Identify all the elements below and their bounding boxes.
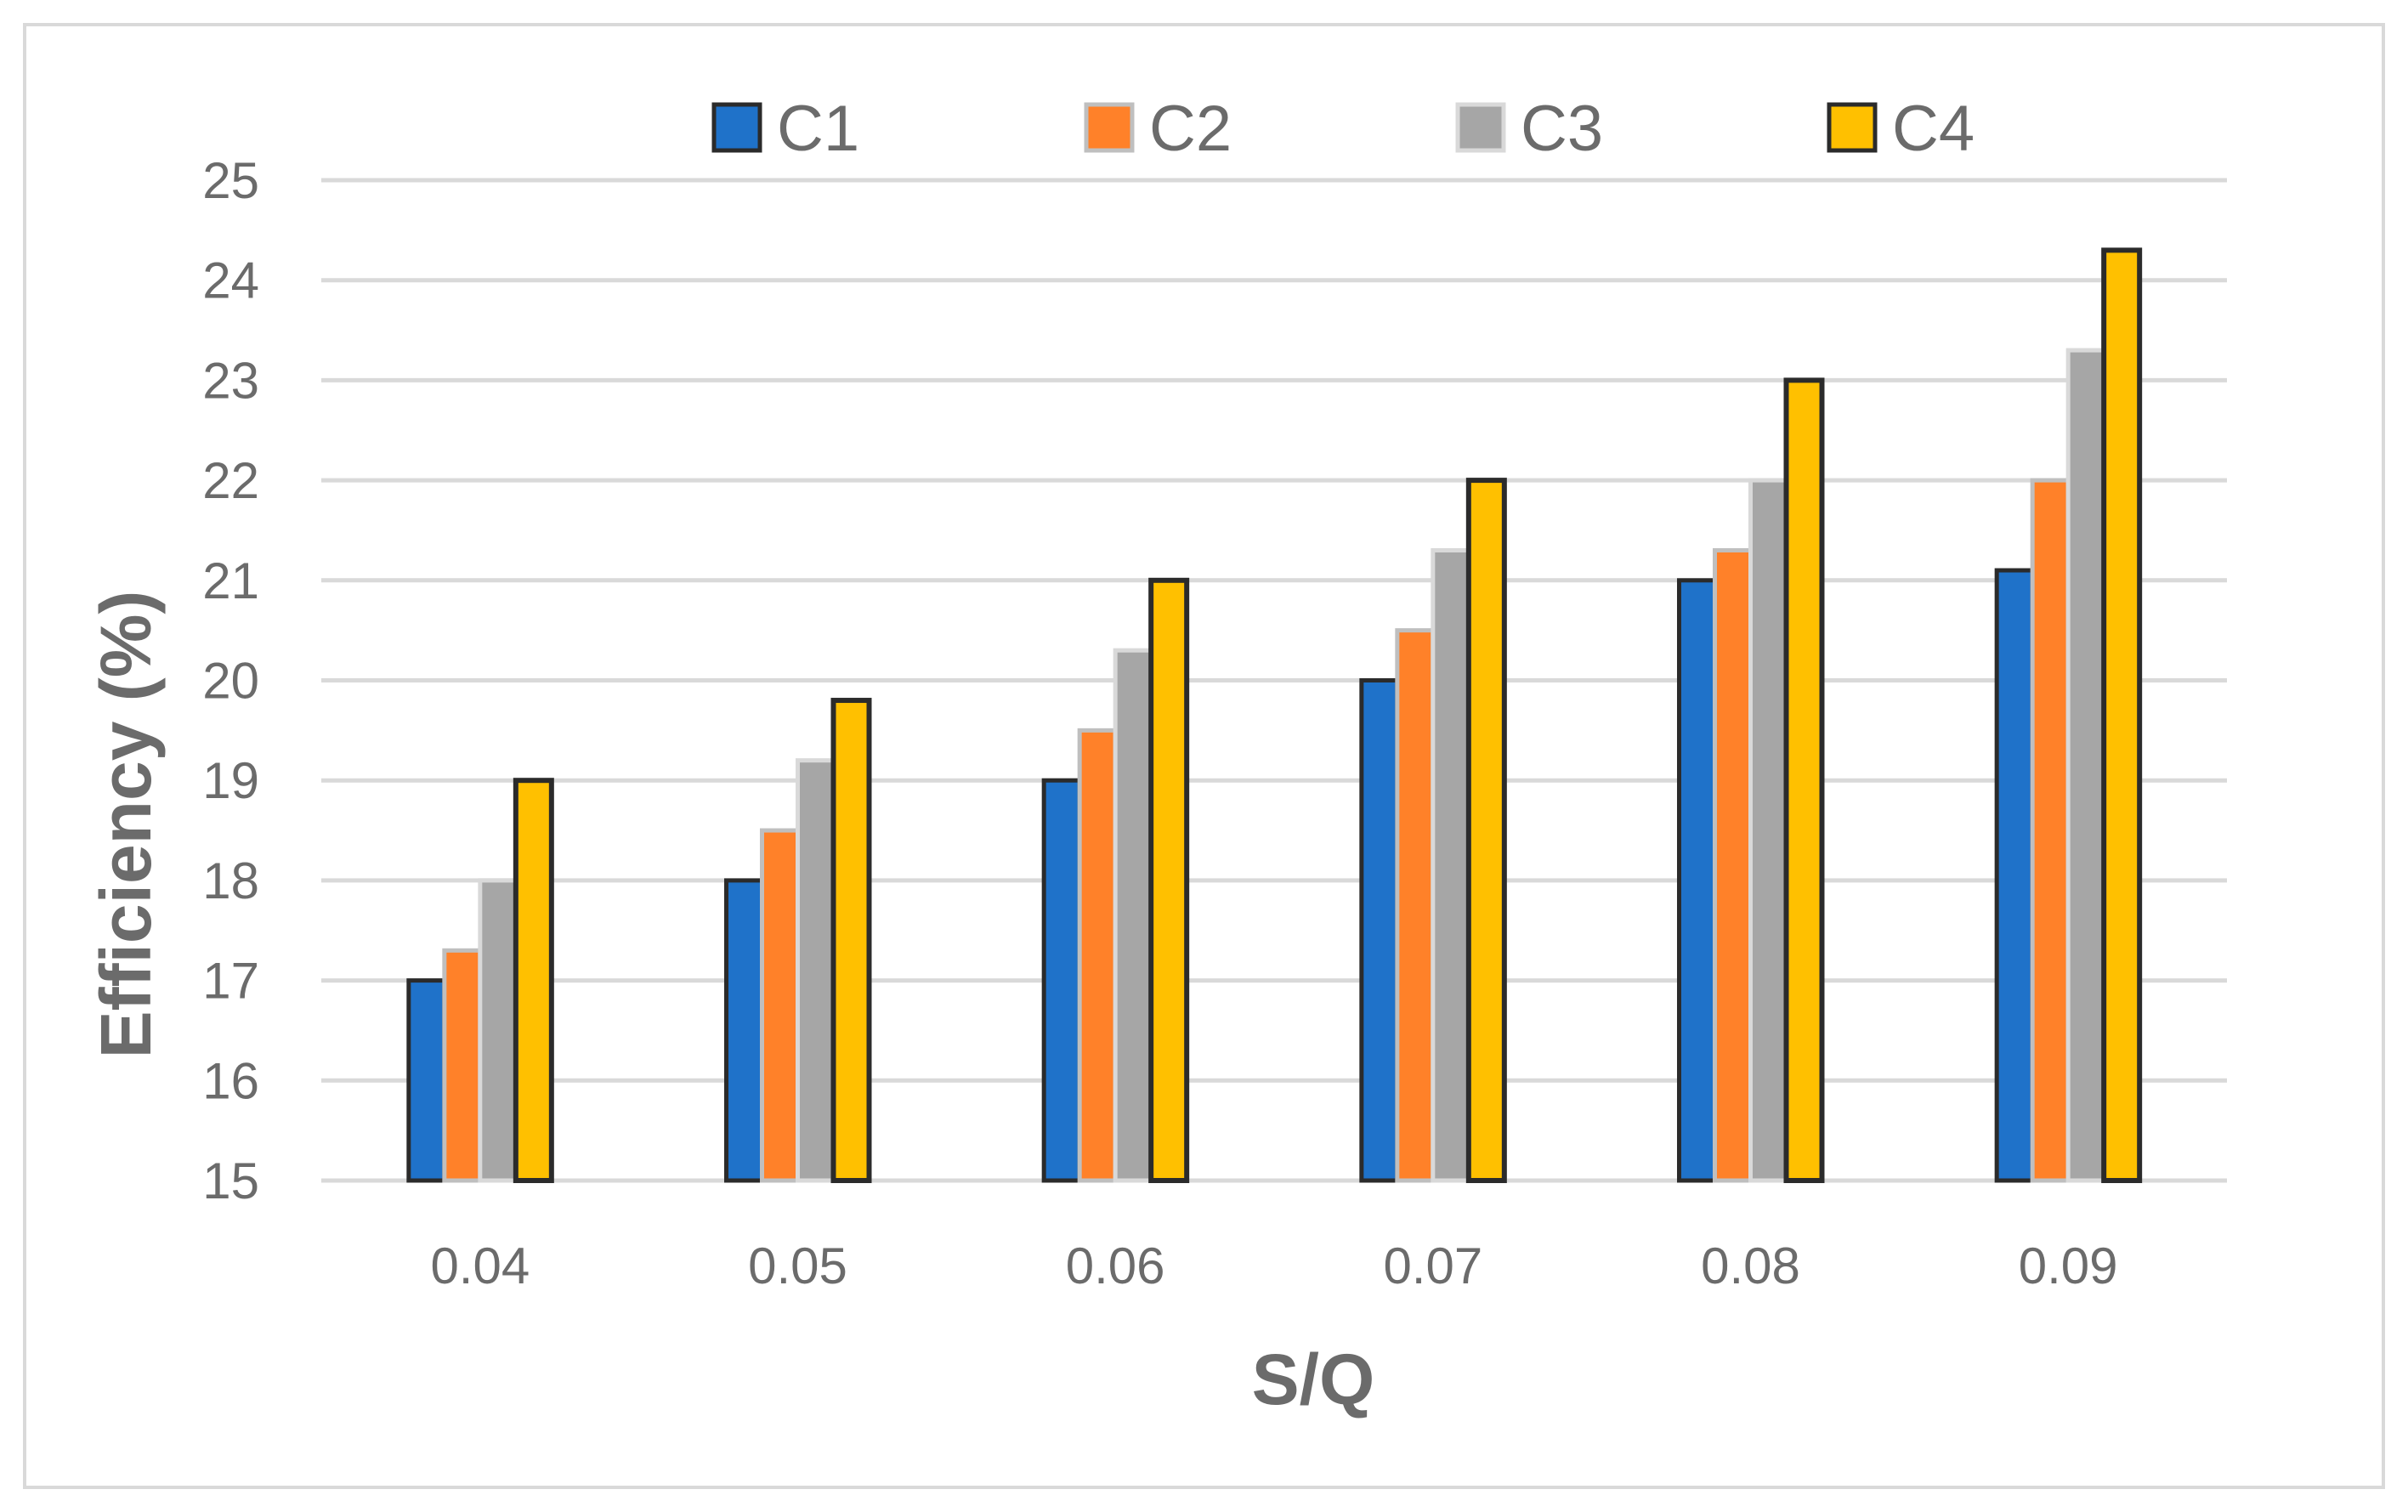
y-tick-label: 21 [202, 552, 259, 609]
bar-c4-0.06 [1148, 577, 1190, 1183]
y-tick-label: 17 [202, 953, 259, 1010]
x-tick-label: 0.06 [1066, 1237, 1165, 1294]
bar-c2-0.04 [442, 948, 483, 1183]
legend-swatch-c3 [1455, 102, 1506, 153]
y-tick-label: 15 [202, 1152, 259, 1209]
legend-label-c1: C1 [777, 93, 859, 165]
legend-swatch-c2 [1084, 102, 1135, 153]
bar-c3-0.05 [796, 758, 836, 1183]
y-tick-label: 24 [202, 252, 259, 309]
bar-c1-0.06 [1041, 778, 1082, 1183]
y-tick-label: 22 [202, 452, 259, 509]
bar-c4-0.07 [1465, 478, 1507, 1183]
bar-c3-0.04 [478, 878, 518, 1183]
bars [406, 247, 2143, 1183]
bar-c3-0.09 [2065, 348, 2106, 1183]
legend-label-c2: C2 [1149, 93, 1232, 165]
bar-c2-0.08 [1713, 547, 1753, 1183]
bar-c4-0.05 [830, 698, 872, 1183]
y-tick-label: 16 [202, 1052, 259, 1109]
legend-swatch-c1 [711, 102, 762, 153]
legend-label-c4: C4 [1892, 93, 1975, 165]
x-axis-ticks: 0.04 0.05 0.06 0.07 0.08 0.09 [430, 1237, 2117, 1294]
bar-c1-0.05 [724, 878, 764, 1183]
y-tick-label: 23 [202, 352, 259, 409]
chart-frame [23, 23, 2385, 1489]
bar-c4-0.08 [1783, 377, 1825, 1183]
y-tick-label: 20 [202, 653, 259, 710]
bar-c1-0.04 [406, 978, 447, 1183]
bar-c4-0.04 [513, 778, 554, 1183]
bar-c1-0.07 [1359, 678, 1400, 1183]
legend-swatch-c4 [1827, 102, 1878, 153]
y-axis-title: Efficiency (%) [86, 591, 166, 1059]
bar-c1-0.09 [1994, 568, 2035, 1183]
bar-c2-0.09 [2030, 478, 2071, 1183]
bar-c3-0.08 [1748, 478, 1788, 1183]
bar-c3-0.06 [1113, 648, 1153, 1183]
bar-c1-0.08 [1677, 578, 1717, 1183]
bar-c2-0.05 [760, 828, 800, 1183]
y-axis-ticks: 15 16 17 18 19 20 21 22 23 24 25 [202, 152, 259, 1209]
x-tick-label: 0.08 [1701, 1237, 1800, 1294]
bar-c2-0.06 [1077, 728, 1118, 1183]
bar-c4-0.09 [2101, 247, 2143, 1183]
x-tick-label: 0.09 [2019, 1237, 2118, 1294]
bar-c3-0.07 [1431, 547, 1471, 1183]
legend-label-c3: C3 [1521, 93, 1603, 165]
y-tick-label: 25 [202, 152, 259, 209]
x-tick-label: 0.04 [430, 1237, 530, 1294]
bar-c2-0.07 [1395, 628, 1436, 1183]
x-tick-label: 0.07 [1383, 1237, 1482, 1294]
y-tick-label: 18 [202, 852, 259, 909]
gridlines [321, 178, 2227, 1183]
x-axis-title: S/Q [1252, 1339, 1375, 1419]
legend: C1 C2 C3 C4 [711, 93, 1975, 165]
x-tick-label: 0.05 [748, 1237, 847, 1294]
y-tick-label: 19 [202, 752, 259, 809]
